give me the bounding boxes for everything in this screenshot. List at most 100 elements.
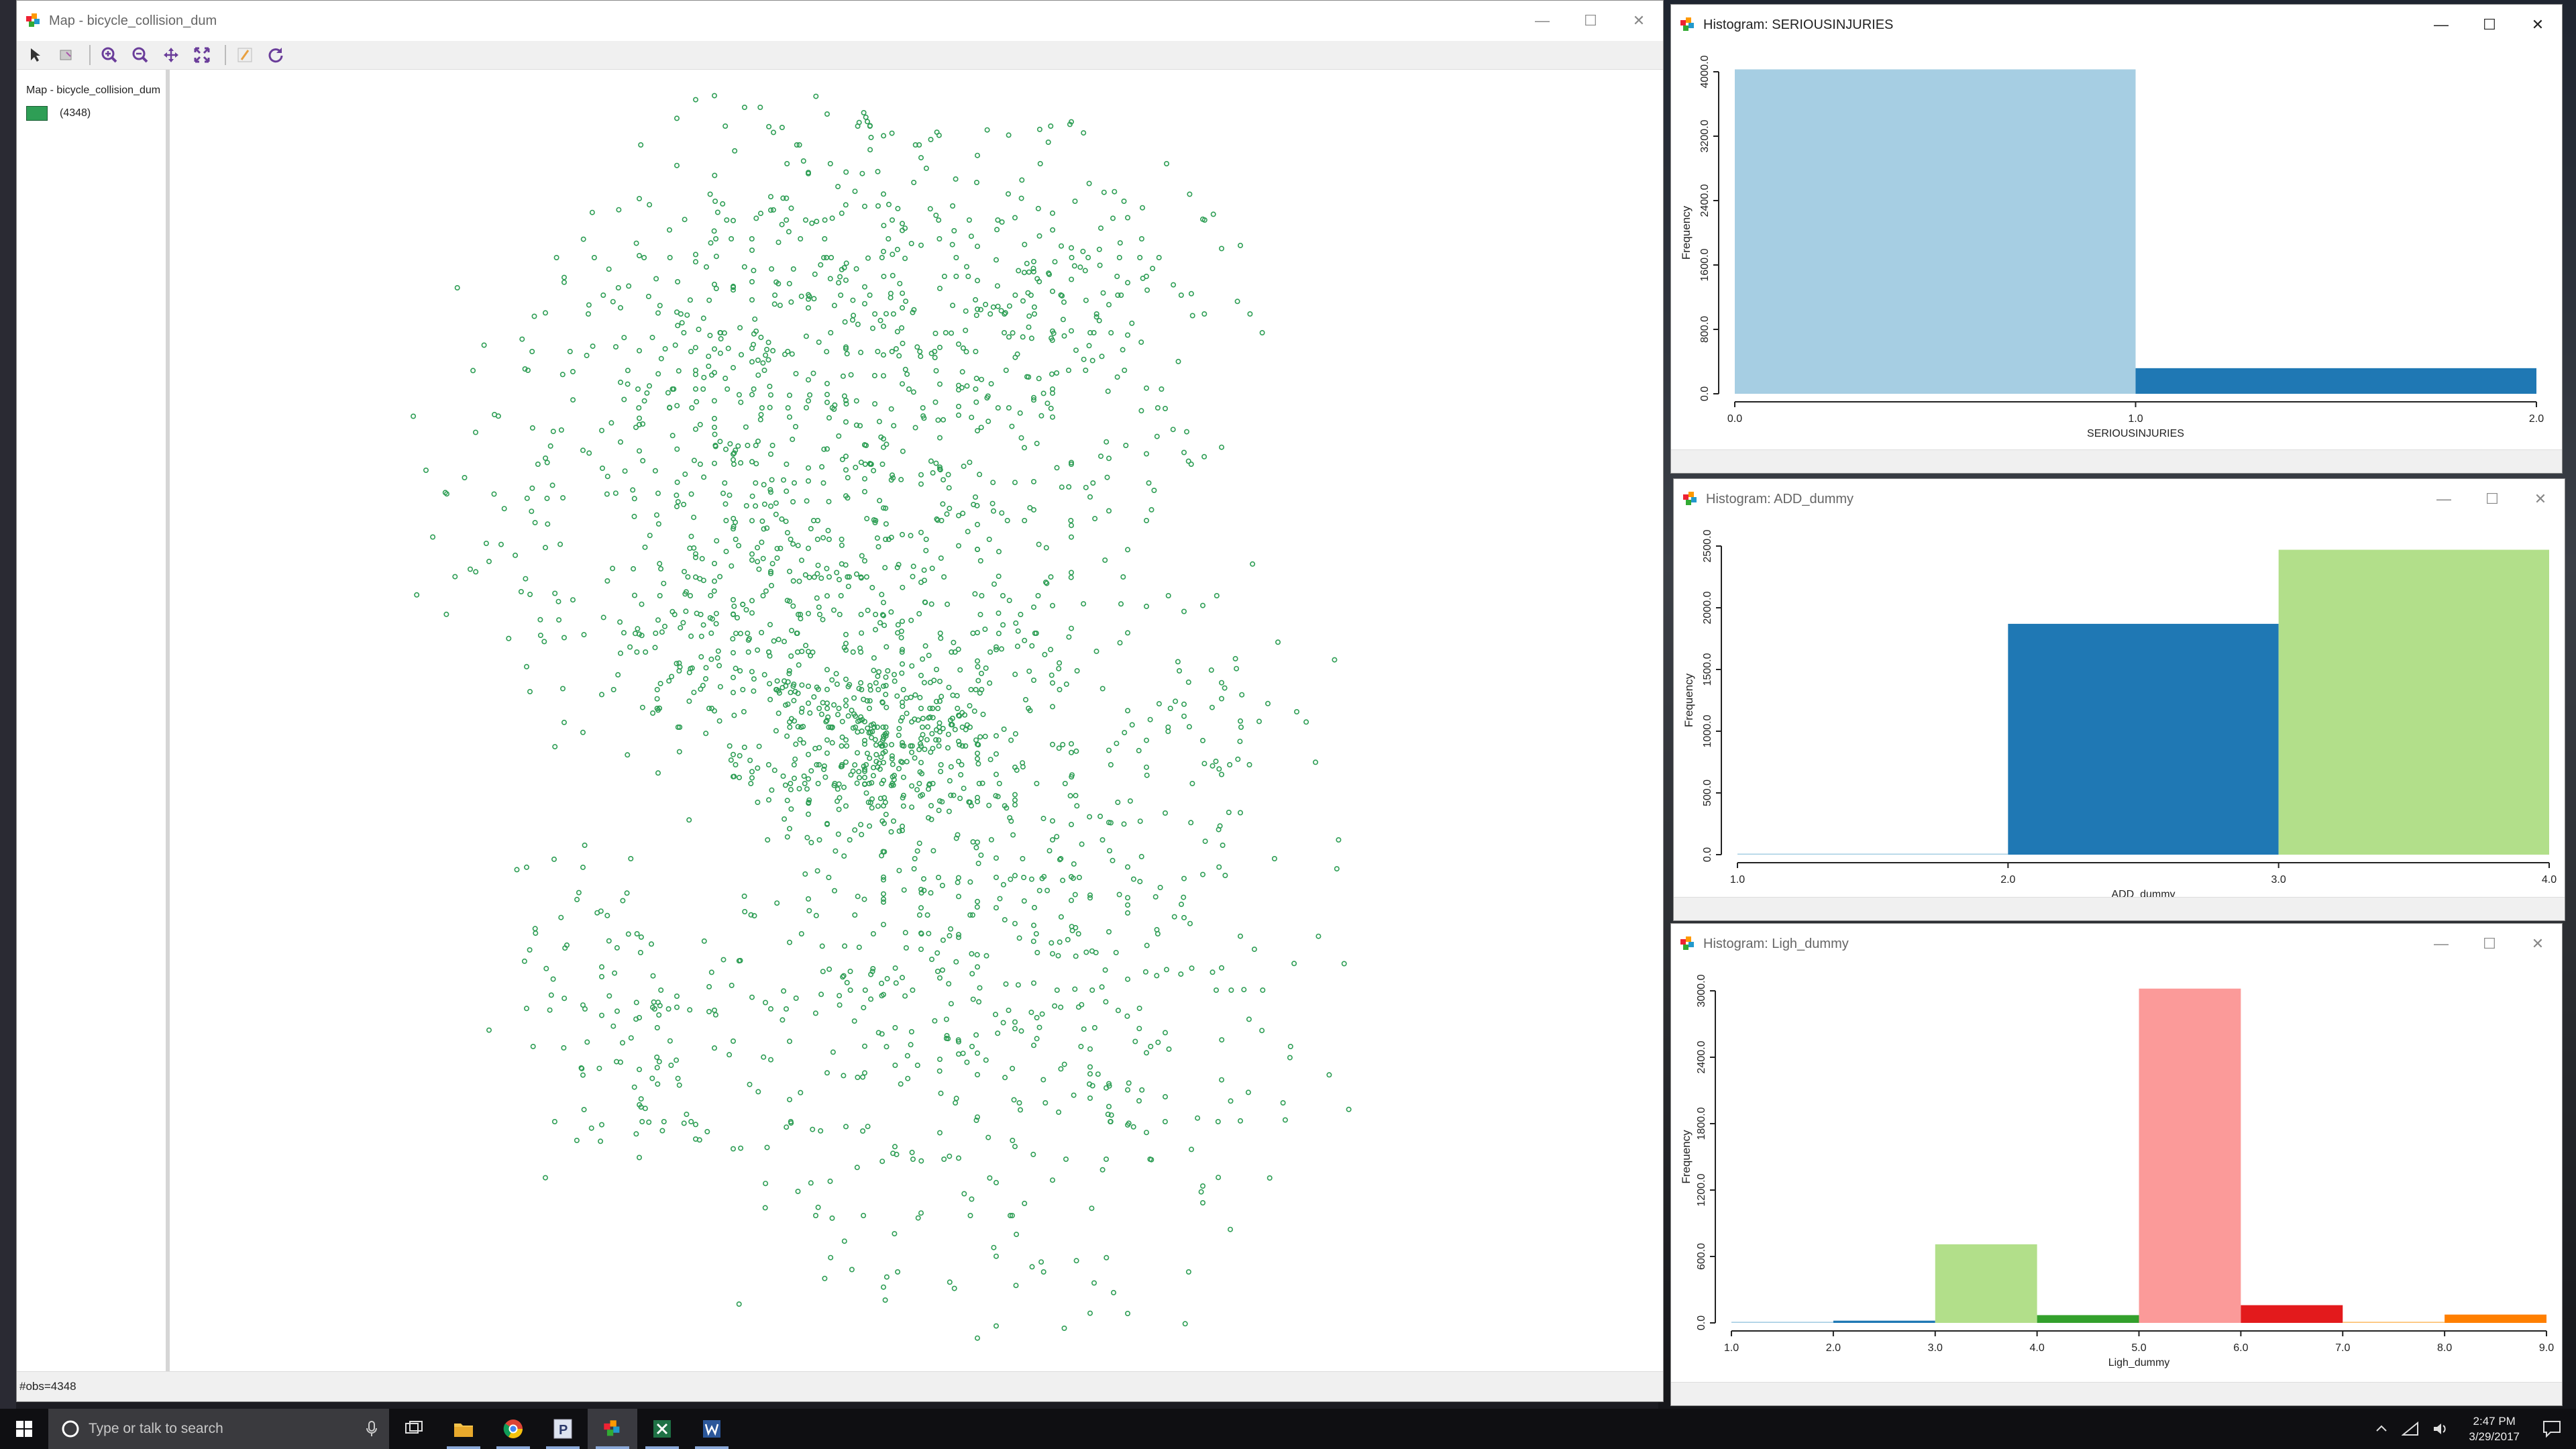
- collision-point[interactable]: [631, 566, 637, 572]
- collision-point[interactable]: [1002, 311, 1008, 317]
- collision-point[interactable]: [580, 864, 586, 870]
- collision-point[interactable]: [824, 1070, 830, 1076]
- collision-point[interactable]: [824, 566, 830, 572]
- collision-point[interactable]: [794, 649, 800, 655]
- collision-point[interactable]: [720, 957, 727, 963]
- collision-point[interactable]: [928, 601, 934, 607]
- collision-point[interactable]: [892, 1231, 898, 1237]
- collision-point[interactable]: [1181, 713, 1187, 719]
- collision-point[interactable]: [1072, 892, 1078, 898]
- collision-point[interactable]: [775, 637, 782, 643]
- collision-point[interactable]: [936, 875, 942, 881]
- collision-point[interactable]: [1058, 1004, 1064, 1010]
- collision-point[interactable]: [1012, 873, 1018, 879]
- collision-point[interactable]: [1116, 892, 1122, 898]
- map-canvas[interactable]: [170, 70, 1663, 1372]
- collision-point[interactable]: [858, 574, 864, 580]
- collision-point[interactable]: [899, 649, 905, 655]
- collision-point[interactable]: [1081, 130, 1087, 136]
- collision-point[interactable]: [1031, 1042, 1037, 1049]
- collision-point[interactable]: [452, 574, 458, 580]
- collision-point[interactable]: [980, 711, 986, 717]
- collision-point[interactable]: [708, 656, 714, 662]
- collision-point[interactable]: [711, 281, 717, 287]
- collision-point[interactable]: [975, 761, 981, 767]
- collision-point[interactable]: [777, 303, 783, 309]
- collision-point[interactable]: [894, 693, 900, 699]
- collision-point[interactable]: [991, 508, 997, 514]
- collision-point[interactable]: [861, 109, 867, 115]
- collision-point[interactable]: [423, 467, 429, 473]
- collision-point[interactable]: [815, 562, 821, 568]
- collision-point[interactable]: [1003, 981, 1009, 987]
- collision-point[interactable]: [975, 1072, 981, 1078]
- collision-point[interactable]: [798, 1089, 804, 1095]
- collision-point[interactable]: [492, 411, 498, 417]
- collision-point[interactable]: [636, 1067, 642, 1073]
- collision-point[interactable]: [755, 765, 761, 771]
- collision-point[interactable]: [841, 1238, 847, 1244]
- pan-button[interactable]: [158, 43, 184, 67]
- collision-point[interactable]: [928, 458, 934, 464]
- collision-point[interactable]: [1121, 821, 1127, 827]
- collision-point[interactable]: [862, 1043, 868, 1049]
- collision-point[interactable]: [1214, 592, 1220, 598]
- collision-point[interactable]: [875, 803, 881, 809]
- collision-point[interactable]: [749, 769, 755, 775]
- collision-point[interactable]: [672, 342, 678, 348]
- collision-point[interactable]: [916, 747, 922, 753]
- collision-point[interactable]: [967, 912, 973, 918]
- collision-point[interactable]: [808, 1180, 814, 1186]
- collision-point[interactable]: [1060, 741, 1066, 747]
- collision-point[interactable]: [1091, 1280, 1097, 1286]
- collision-point[interactable]: [692, 259, 698, 265]
- collision-point[interactable]: [1209, 704, 1215, 710]
- collision-point[interactable]: [1219, 444, 1225, 450]
- collision-point[interactable]: [1105, 388, 1111, 394]
- collision-point[interactable]: [875, 348, 881, 354]
- histogram-plot-area[interactable]: 0.0 1.0 2.0 SERIOUSINJURIES 0.0 800.0 1600.0 24…: [1671, 45, 2562, 450]
- collision-point[interactable]: [816, 611, 822, 617]
- collision-point[interactable]: [1050, 818, 1056, 824]
- collision-point[interactable]: [933, 213, 939, 219]
- collision-point[interactable]: [674, 492, 680, 498]
- collision-point[interactable]: [909, 1149, 915, 1155]
- collision-point[interactable]: [1012, 920, 1018, 926]
- collision-point[interactable]: [943, 1016, 949, 1022]
- collision-point[interactable]: [1040, 1269, 1046, 1275]
- collision-point[interactable]: [816, 762, 822, 768]
- collision-point[interactable]: [1216, 826, 1222, 833]
- collision-point[interactable]: [846, 574, 852, 580]
- collision-point[interactable]: [855, 894, 861, 900]
- collision-point[interactable]: [898, 759, 904, 765]
- collision-point[interactable]: [953, 176, 959, 182]
- collision-point[interactable]: [883, 1044, 890, 1050]
- collision-point[interactable]: [707, 191, 713, 197]
- collision-point[interactable]: [1117, 640, 1123, 646]
- collision-point[interactable]: [1057, 857, 1063, 863]
- collision-point[interactable]: [850, 725, 856, 731]
- collision-point[interactable]: [619, 1040, 625, 1046]
- collision-point[interactable]: [1067, 793, 1073, 799]
- collision-point[interactable]: [947, 717, 953, 723]
- collision-point[interactable]: [983, 301, 989, 307]
- collision-point[interactable]: [680, 620, 686, 626]
- collision-point[interactable]: [943, 329, 949, 335]
- collision-point[interactable]: [612, 970, 618, 976]
- collision-point[interactable]: [796, 142, 802, 148]
- collision-point[interactable]: [1034, 781, 1040, 787]
- collision-point[interactable]: [759, 405, 765, 411]
- collision-point[interactable]: [780, 773, 786, 780]
- collision-point[interactable]: [839, 561, 845, 567]
- collision-point[interactable]: [692, 554, 698, 560]
- collision-point[interactable]: [950, 303, 956, 309]
- collision-point[interactable]: [1208, 667, 1214, 673]
- collision-point[interactable]: [953, 835, 959, 841]
- collision-point[interactable]: [728, 757, 734, 763]
- collision-point[interactable]: [967, 1213, 973, 1219]
- collision-point[interactable]: [1087, 329, 1093, 335]
- collision-point[interactable]: [598, 1122, 604, 1128]
- collision-point[interactable]: [1031, 980, 1037, 986]
- collision-point[interactable]: [691, 690, 697, 696]
- collision-point[interactable]: [862, 476, 868, 482]
